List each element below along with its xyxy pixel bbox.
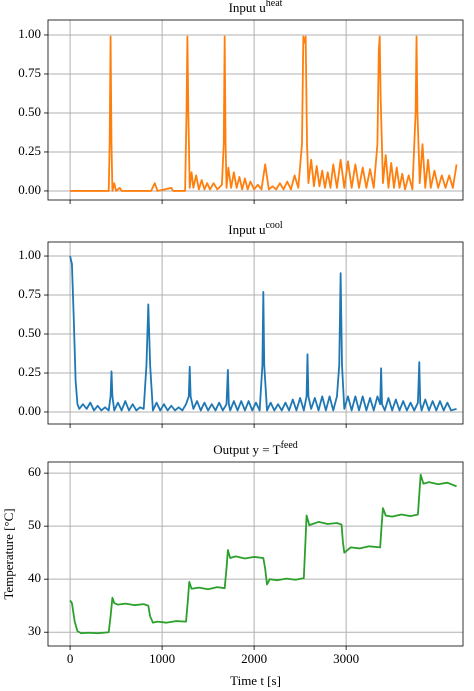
x-tick-label: 1000 — [149, 651, 175, 666]
subplot-title: Output y = Tfeed — [213, 440, 298, 457]
title-text: Input u — [229, 0, 267, 15]
data-line — [70, 35, 458, 192]
title-superscript: heat — [266, 0, 283, 9]
y-tick-label: 50 — [28, 517, 41, 532]
title-superscript: feed — [281, 440, 298, 451]
y-tick-label: 1.00 — [18, 247, 41, 262]
y-tick-label: 0.25 — [18, 364, 41, 379]
data-line — [69, 255, 457, 412]
subplot-title: Input ucool — [228, 220, 283, 237]
x-tick-label: 2000 — [241, 651, 267, 666]
y-tick-label: 1.00 — [18, 26, 41, 41]
y-tick-label: 0.75 — [18, 65, 41, 80]
data-line — [69, 473, 457, 635]
x-axis-label: Time t [s] — [230, 673, 281, 688]
y-tick-label: 0.75 — [18, 286, 41, 301]
y-tick-label: 40 — [28, 570, 41, 585]
axes-frame — [47, 241, 464, 425]
y-tick-label: 0.50 — [18, 325, 41, 340]
title-text: Output y = T — [213, 442, 280, 457]
axes-frame — [47, 461, 464, 647]
x-tick-label: 0 — [67, 651, 74, 666]
y-tick-label: 0.00 — [18, 182, 41, 197]
y-tick-label: 0.25 — [18, 143, 41, 158]
title-superscript: cool — [265, 220, 282, 231]
y-axis-label: Temperature [°C] — [1, 508, 16, 599]
y-tick-label: 60 — [28, 464, 41, 479]
subplot-title: Input uheat — [229, 0, 283, 15]
title-text: Input u — [228, 222, 266, 237]
y-tick-label: 0.00 — [18, 403, 41, 418]
axes-frame — [47, 19, 464, 201]
y-tick-label: 30 — [28, 623, 41, 638]
x-tick-label: 3000 — [333, 651, 359, 666]
y-tick-label: 0.50 — [18, 104, 41, 119]
